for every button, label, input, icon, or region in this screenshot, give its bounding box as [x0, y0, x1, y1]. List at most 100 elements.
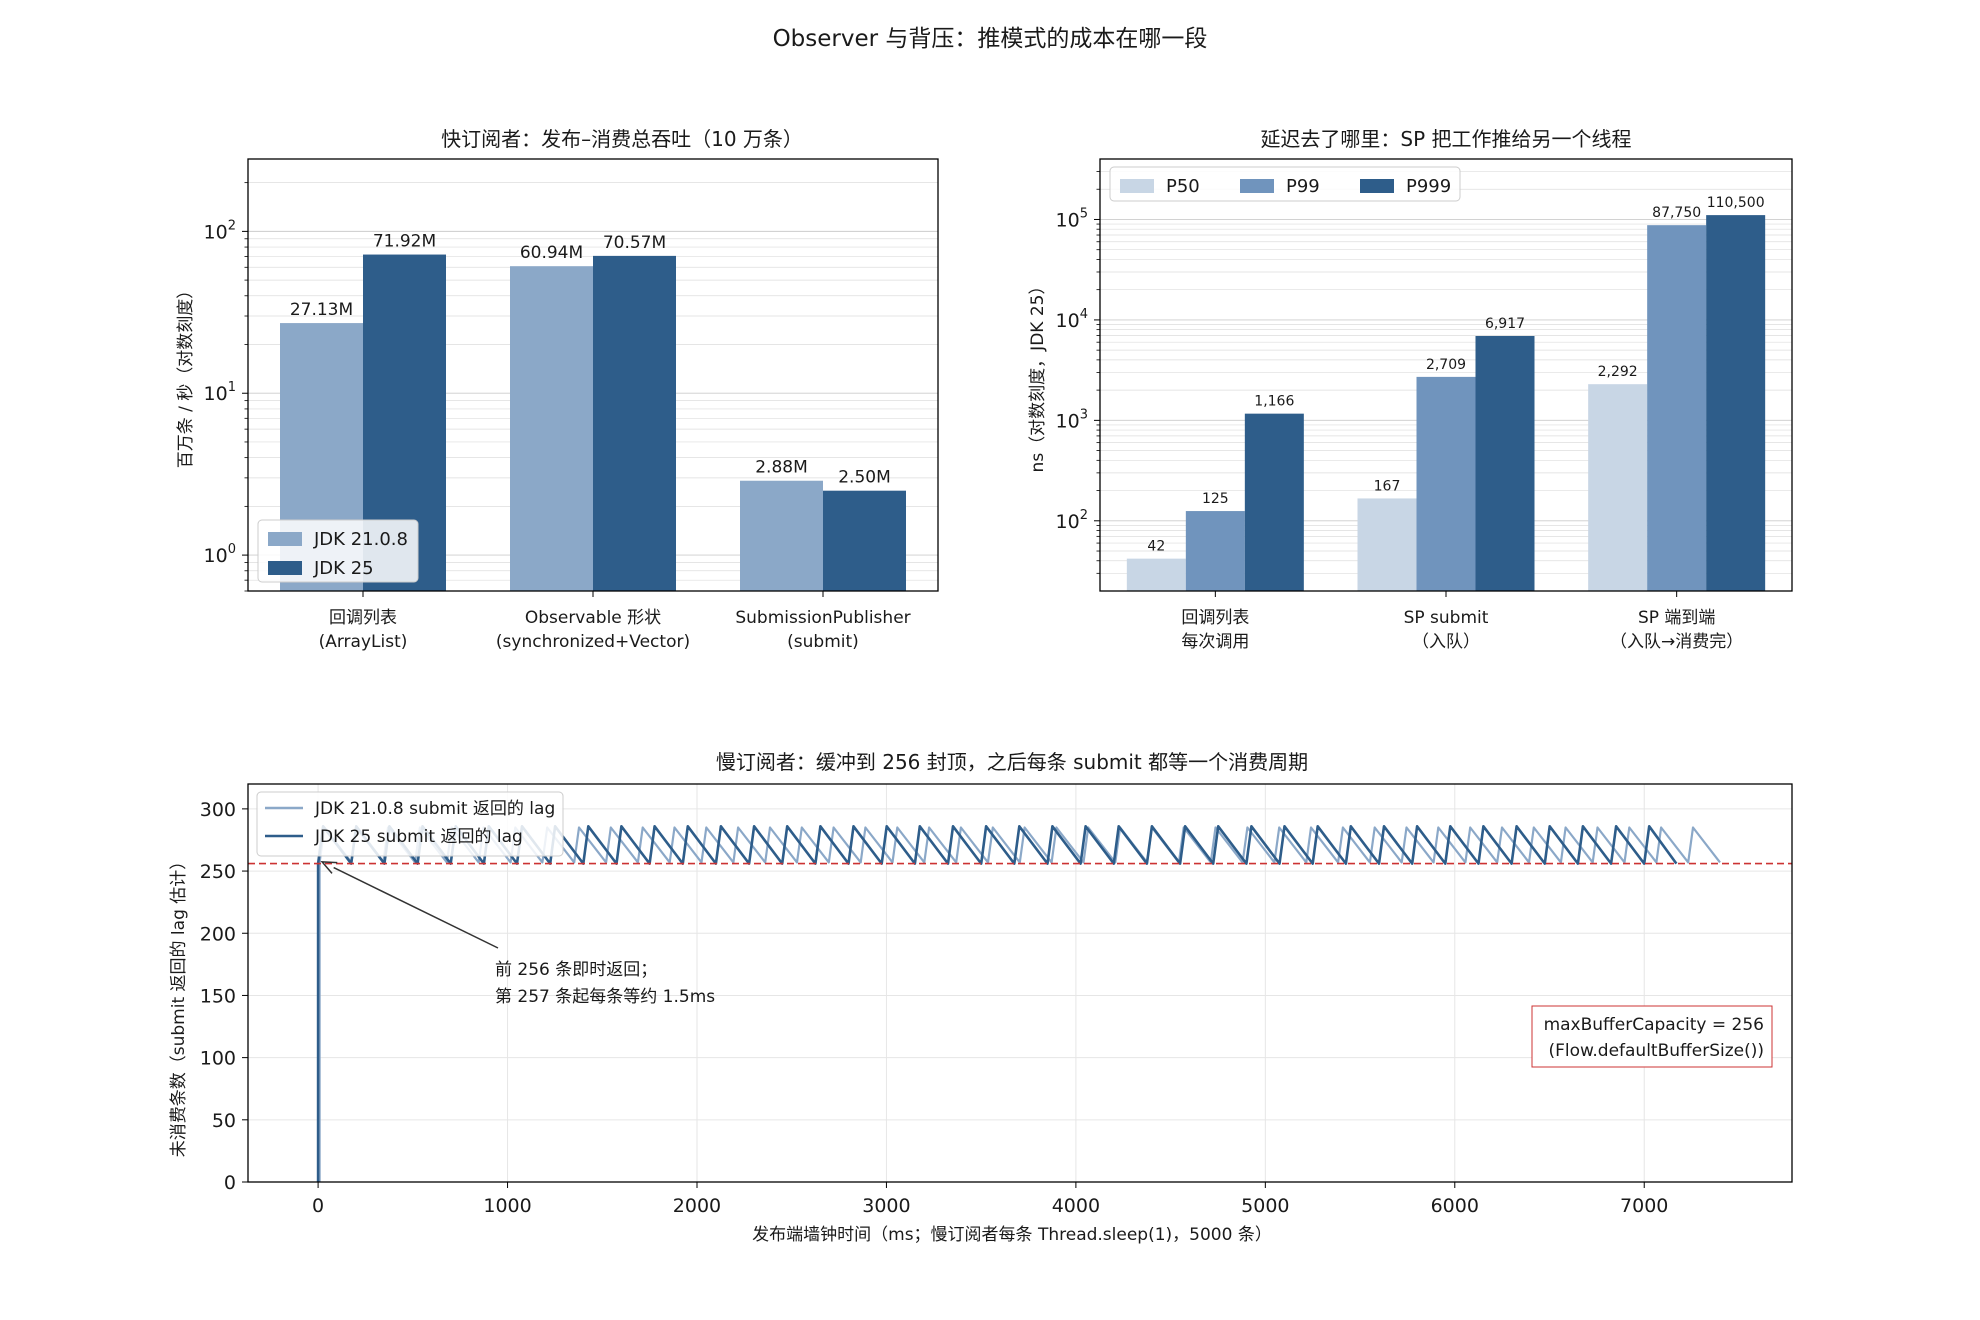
throughput-chart: 快订阅者：发布–消费总吞吐（10 万条） 百万条 / 秒（对数刻度） 27.13… [176, 127, 939, 652]
p1-x-tick-label: 回调列表 [329, 608, 397, 628]
throughput-x-ticks: 回调列表 (ArrayList) Observable 形状 (synchronize… [319, 591, 911, 652]
p1-bar-label: 71.92M [373, 232, 436, 252]
p2-y-tick-base: 10 [1056, 410, 1080, 432]
textbox-line: maxBufferCapacity = 256 [1544, 1015, 1764, 1035]
p2-y-tick-label: 104 [1056, 307, 1088, 332]
lag-y-ticks: 0 50 100 150 200 250 300 [200, 799, 248, 1194]
p2-y-tick-base: 10 [1056, 310, 1080, 332]
lag-x-tick-label: 7000 [1620, 1195, 1668, 1217]
lag-series-line [318, 826, 1721, 1182]
p2-bar-label: 2,292 [1598, 364, 1638, 380]
p1-x-tick-label: SubmissionPublisher [735, 608, 910, 628]
p2-bar [1244, 413, 1304, 591]
p2-x-tick-label: SP 端到端 [1638, 608, 1715, 628]
lag-x-tick-label: 4000 [1052, 1195, 1100, 1217]
p2-bar [1588, 384, 1648, 591]
p1-y-tick-exponent: 2 [228, 218, 236, 233]
p2-y-tick-exponent: 4 [1080, 307, 1088, 322]
p2-y-tick-label: 105 [1056, 206, 1088, 231]
p2-bar [1706, 215, 1766, 591]
p1-bar-label: 70.57M [603, 233, 666, 253]
latency-chart-title: 延迟去了哪里：SP 把工作推给另一个线程 [1260, 127, 1631, 151]
p1-x-tick-label: (synchronized+Vector) [496, 632, 690, 652]
p1-bar [740, 480, 823, 591]
throughput-chart-title: 快订阅者：发布–消费总吞吐（10 万条） [441, 127, 803, 151]
p2-bar [1185, 511, 1245, 591]
lag-y-tick-label: 300 [200, 799, 236, 821]
p2-y-tick-base: 10 [1056, 209, 1080, 231]
p2-legend-swatch [1360, 179, 1394, 193]
annotation-arrow-head [320, 861, 338, 874]
p1-y-tick-base: 10 [204, 221, 228, 243]
p2-y-tick-exponent: 2 [1080, 508, 1088, 523]
lag-x-tick-label: 1000 [483, 1195, 531, 1217]
textbox-frame [1531, 1005, 1773, 1068]
p1-legend-label: JDK 25 [313, 558, 374, 579]
lag-chart: 慢订阅者：缓冲到 256 封顶，之后每条 submit 都等一个消费周期 发布端… [169, 750, 1793, 1245]
lag-chart-title: 慢订阅者：缓冲到 256 封顶，之后每条 submit 都等一个消费周期 [716, 750, 1308, 774]
p2-bar-label: 110,500 [1707, 195, 1765, 211]
latency-bars [1126, 215, 1766, 591]
p2-bar-label: 6,917 [1485, 316, 1525, 332]
lag-legend-box [256, 791, 564, 857]
p1-bar-label: 2.88M [755, 458, 808, 478]
lag-legend-label: JDK 25 submit 返回的 lag [314, 827, 523, 847]
lag-y-tick-label: 250 [200, 861, 236, 883]
p2-bar-label: 167 [1374, 478, 1401, 494]
buffer-capacity-textbox: maxBufferCapacity = 256 (Flow.defaultBuff… [1531, 1005, 1773, 1068]
p1-legend-swatch [268, 561, 302, 575]
p2-y-tick-label: 102 [1056, 508, 1088, 533]
lag-y-tick-label: 50 [212, 1110, 236, 1132]
figure-suptitle: Observer 与背压：推模式的成本在哪一段 [773, 26, 1208, 52]
lag-x-axis-label: 发布端墙钟时间（ms；慢订阅者每条 Thread.sleep(1)，5000 条… [752, 1224, 1272, 1245]
p2-bar [1416, 376, 1476, 591]
p2-legend-swatch [1240, 179, 1274, 193]
p1-bar [823, 490, 906, 591]
latency-bar-labels: 42 167 2,292 125 2,709 87,750 1,166 6,917 110,50… [1147, 195, 1764, 555]
p2-x-tick-label: （入队→消费完） [1610, 632, 1743, 652]
p2-bar [1126, 558, 1186, 591]
lag-x-tick-label: 5000 [1241, 1195, 1289, 1217]
p2-legend-swatch [1120, 179, 1154, 193]
p2-y-tick-label: 103 [1056, 407, 1088, 432]
lag-y-tick-label: 200 [200, 923, 236, 945]
p2-bar-label: 2,709 [1426, 357, 1466, 373]
p2-y-tick-exponent: 5 [1080, 206, 1088, 221]
p2-bar [1475, 335, 1535, 591]
p1-bar-label: 27.13M [290, 300, 353, 320]
throughput-y-axis-label: 百万条 / 秒（对数刻度） [176, 282, 196, 469]
p2-bar [1647, 225, 1707, 591]
p2-x-tick-label: （入队） [1412, 632, 1480, 652]
p1-y-tick-base: 10 [204, 545, 228, 567]
p1-bar [593, 255, 676, 592]
p2-legend-label: P50 [1166, 176, 1200, 197]
p2-bar-label: 42 [1147, 539, 1165, 555]
p2-bar-label: 87,750 [1652, 205, 1701, 221]
p2-legend-label: P99 [1286, 176, 1320, 197]
p1-x-tick-label: (submit) [787, 632, 859, 652]
latency-y-axis-label: ns（对数刻度，JDK 25） [1028, 278, 1048, 473]
lag-y-tick-label: 0 [224, 1172, 236, 1194]
throughput-bar-labels: 27.13M 60.94M 2.88M 71.92M 70.57M 2.50M [290, 232, 891, 488]
textbox-line: (Flow.defaultBufferSize()) [1549, 1041, 1765, 1061]
p1-legend-label: JDK 21.0.8 [313, 529, 408, 550]
p1-y-tick-base: 10 [204, 383, 228, 405]
lag-x-tick-label: 0 [312, 1195, 324, 1217]
p1-y-tick-label: 101 [204, 380, 236, 405]
annotation-text: 前 256 条即时返回； [495, 960, 657, 980]
latency-legend: P50 P99 P999 [1109, 166, 1461, 202]
p1-bar-label: 2.50M [838, 468, 891, 488]
lag-y-tick-label: 150 [200, 985, 236, 1007]
p2-x-tick-label: 回调列表 [1181, 608, 1249, 628]
p1-y-tick-label: 100 [204, 542, 236, 567]
p1-bar-label: 60.94M [520, 243, 583, 263]
p1-y-tick-label: 102 [204, 218, 236, 243]
p2-x-tick-label: 每次调用 [1181, 632, 1249, 652]
throughput-legend: JDK 21.0.8 JDK 25 [257, 519, 419, 583]
lag-axes-frame [247, 783, 1793, 1183]
p1-x-tick-label: (ArrayList) [319, 632, 408, 652]
